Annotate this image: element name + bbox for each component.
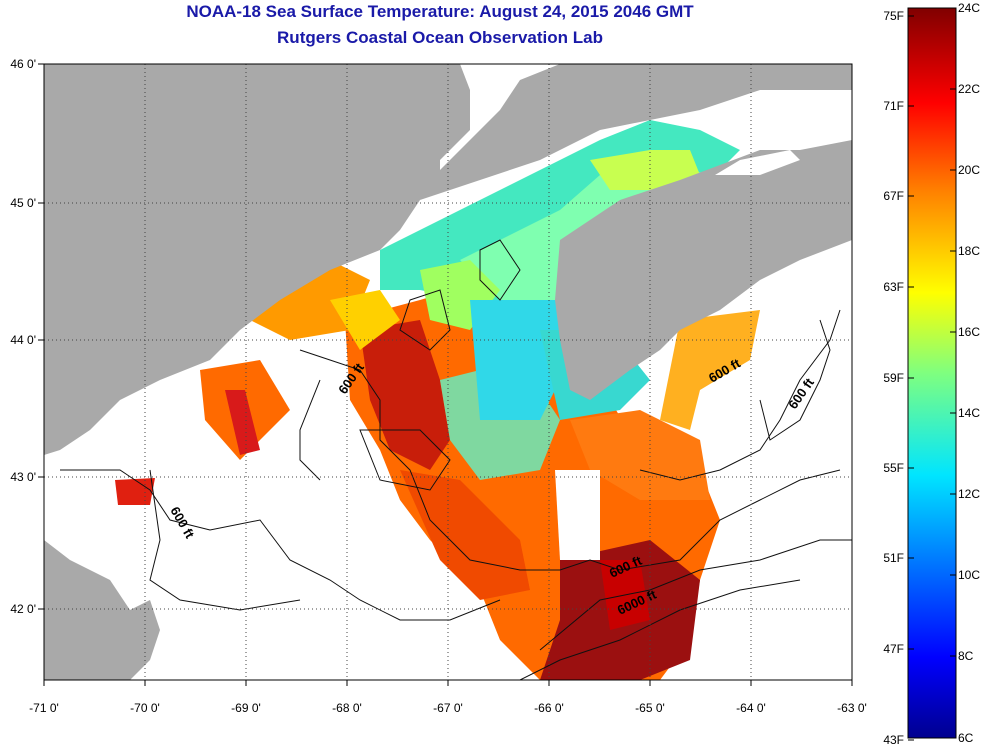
colorbar-label-c: 22C <box>958 82 980 96</box>
colorbar-label-c: 20C <box>958 163 980 177</box>
colorbar-label-c: 24C <box>958 1 980 15</box>
lat-tick-label: 43 0' <box>10 470 36 484</box>
lon-tick-label: -67 0' <box>433 701 463 715</box>
colorbar-label-c: 12C <box>958 487 980 501</box>
colorbar-label-f: 51F <box>883 551 904 565</box>
colorbar-label-f: 75F <box>883 9 904 23</box>
land <box>44 64 852 680</box>
colorbar-label-c: 18C <box>958 244 980 258</box>
lat-tick-label: 45 0' <box>10 196 36 210</box>
colorbar-label-f: 47F <box>883 642 904 656</box>
map-title: NOAA-18 Sea Surface Temperature: August … <box>186 2 694 21</box>
colorbar-label-f: 55F <box>883 461 904 475</box>
colorbar <box>907 7 957 739</box>
colorbar-label-c: 14C <box>958 406 980 420</box>
lat-tick-label: 42 0' <box>10 602 36 616</box>
colorbar-label-f: 67F <box>883 189 904 203</box>
colorbar-label-c: 10C <box>958 568 980 582</box>
lat-tick-label: 44 0' <box>10 333 36 347</box>
colorbar-label-f: 43F <box>883 733 904 747</box>
colorbar-label-c: 6C <box>958 731 974 745</box>
lon-tick-label: -64 0' <box>736 701 766 715</box>
lat-tick-label: 46 0' <box>10 57 36 71</box>
lon-tick-label: -69 0' <box>231 701 261 715</box>
lon-tick-label: -70 0' <box>130 701 160 715</box>
map-subtitle: Rutgers Coastal Ocean Observation Lab <box>277 28 603 47</box>
lon-tick-label: -65 0' <box>635 701 665 715</box>
graticule <box>44 64 852 680</box>
colorbar-label-f: 63F <box>883 280 904 294</box>
colorbar-label-c: 16C <box>958 325 980 339</box>
lon-tick-label: -66 0' <box>534 701 564 715</box>
colorbar-label-c: 8C <box>958 649 974 663</box>
lon-tick-label: -68 0' <box>332 701 362 715</box>
bathymetry-contours <box>60 239 852 680</box>
colorbar-label-f: 59F <box>883 371 904 385</box>
lon-tick-label: -71 0' <box>29 701 59 715</box>
lon-tick-label: -63 0' <box>837 701 867 715</box>
colorbar-label-f: 71F <box>883 99 904 113</box>
